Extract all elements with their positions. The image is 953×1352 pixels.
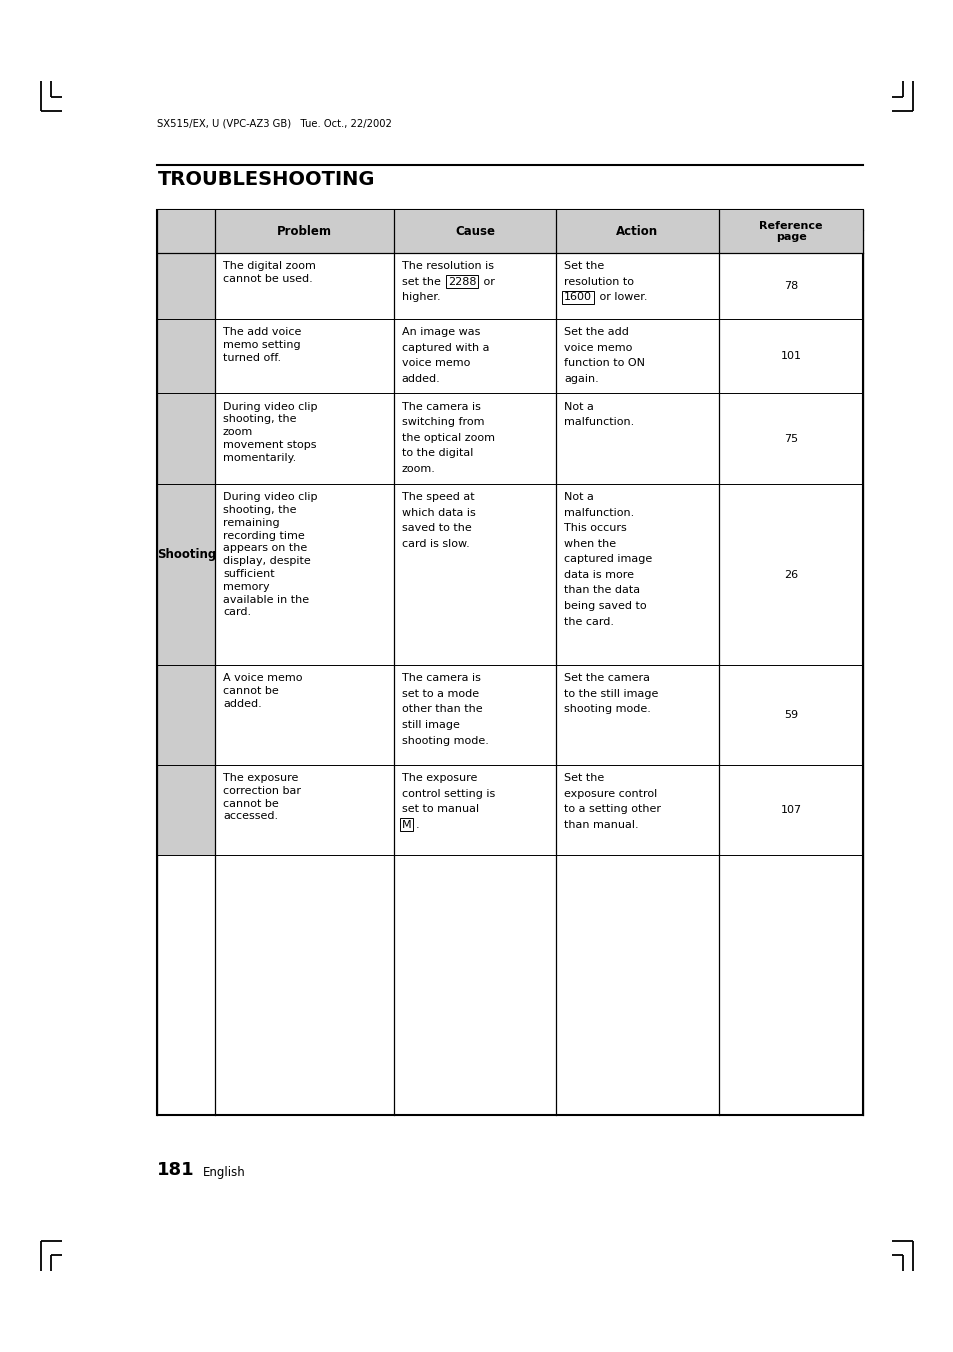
Text: when the: when the bbox=[563, 539, 616, 549]
Text: 26: 26 bbox=[783, 569, 798, 580]
Text: TROUBLESHOOTING: TROUBLESHOOTING bbox=[157, 170, 375, 189]
Text: Reference
page: Reference page bbox=[759, 220, 821, 242]
Text: again.: again. bbox=[563, 375, 598, 384]
Text: Set the add: Set the add bbox=[563, 327, 628, 337]
Text: The speed at: The speed at bbox=[401, 492, 474, 502]
Bar bbox=[157, 210, 862, 253]
Text: An image was: An image was bbox=[401, 327, 479, 337]
Text: Problem: Problem bbox=[276, 224, 332, 238]
Text: 78: 78 bbox=[783, 281, 798, 291]
Text: The camera is: The camera is bbox=[401, 673, 480, 683]
Text: still image: still image bbox=[401, 721, 459, 730]
Text: The exposure
correction bar
cannot be
accessed.: The exposure correction bar cannot be ac… bbox=[223, 773, 300, 822]
Text: or lower.: or lower. bbox=[595, 292, 646, 303]
Text: set to a mode: set to a mode bbox=[401, 690, 478, 699]
Text: English: English bbox=[203, 1165, 246, 1179]
Text: than manual.: than manual. bbox=[563, 819, 638, 830]
Text: card is slow.: card is slow. bbox=[401, 539, 469, 549]
Text: This occurs: This occurs bbox=[563, 523, 626, 533]
Text: Not a: Not a bbox=[563, 402, 593, 411]
Text: to the digital: to the digital bbox=[401, 449, 473, 458]
Text: Action: Action bbox=[616, 224, 658, 238]
Text: Cause: Cause bbox=[455, 224, 495, 238]
Text: added.: added. bbox=[401, 375, 440, 384]
Text: The add voice
memo setting
turned off.: The add voice memo setting turned off. bbox=[223, 327, 301, 362]
Text: or: or bbox=[479, 277, 494, 287]
Text: 181: 181 bbox=[157, 1161, 194, 1179]
Text: exposure control: exposure control bbox=[563, 788, 657, 799]
Text: 59: 59 bbox=[783, 710, 798, 721]
Text: Set the: Set the bbox=[563, 261, 603, 272]
Text: to a setting other: to a setting other bbox=[563, 804, 660, 814]
Text: The resolution is: The resolution is bbox=[401, 261, 493, 272]
Text: The digital zoom
cannot be used.: The digital zoom cannot be used. bbox=[223, 261, 315, 284]
Text: malfunction.: malfunction. bbox=[563, 418, 634, 427]
Text: 2288: 2288 bbox=[447, 277, 476, 287]
Text: resolution to: resolution to bbox=[563, 277, 633, 287]
Text: captured with a: captured with a bbox=[401, 343, 489, 353]
Text: zoom.: zoom. bbox=[401, 464, 435, 473]
Text: control setting is: control setting is bbox=[401, 788, 495, 799]
Text: Set the camera: Set the camera bbox=[563, 673, 649, 683]
Text: data is more: data is more bbox=[563, 571, 633, 580]
Text: Not a: Not a bbox=[563, 492, 593, 502]
Text: saved to the: saved to the bbox=[401, 523, 471, 533]
Text: Shooting: Shooting bbox=[156, 548, 215, 561]
Text: shooting mode.: shooting mode. bbox=[563, 704, 650, 714]
Text: other than the: other than the bbox=[401, 704, 481, 714]
Text: the optical zoom: the optical zoom bbox=[401, 433, 494, 442]
Text: 1600: 1600 bbox=[563, 292, 591, 303]
Text: The exposure: The exposure bbox=[401, 773, 476, 783]
Text: Set the: Set the bbox=[563, 773, 603, 783]
Text: During video clip
shooting, the
remaining
recording time
appears on the
display,: During video clip shooting, the remainin… bbox=[223, 492, 317, 618]
Text: voice memo: voice memo bbox=[401, 358, 470, 368]
Text: set the: set the bbox=[401, 277, 443, 287]
Text: 101: 101 bbox=[780, 352, 801, 361]
Text: the card.: the card. bbox=[563, 617, 614, 626]
Text: being saved to: being saved to bbox=[563, 602, 646, 611]
Text: SX515/EX, U (VPC-AZ3 GB)   Tue. Oct., 22/2002: SX515/EX, U (VPC-AZ3 GB) Tue. Oct., 22/2… bbox=[157, 119, 392, 128]
Bar bbox=[157, 253, 215, 856]
Text: higher.: higher. bbox=[401, 292, 439, 303]
Text: than the data: than the data bbox=[563, 585, 639, 595]
Text: 107: 107 bbox=[780, 806, 801, 815]
Text: A voice memo
cannot be
added.: A voice memo cannot be added. bbox=[223, 673, 302, 708]
Text: 75: 75 bbox=[783, 434, 798, 443]
Text: switching from: switching from bbox=[401, 418, 483, 427]
Text: which data is: which data is bbox=[401, 508, 475, 518]
Text: During video clip
shooting, the
zoom
movement stops
momentarily.: During video clip shooting, the zoom mov… bbox=[223, 402, 317, 462]
Text: voice memo: voice memo bbox=[563, 343, 632, 353]
Text: set to manual: set to manual bbox=[401, 804, 478, 814]
Text: captured image: captured image bbox=[563, 554, 652, 564]
Text: The camera is: The camera is bbox=[401, 402, 480, 411]
Bar bbox=[157, 210, 862, 1115]
Text: to the still image: to the still image bbox=[563, 690, 658, 699]
Text: shooting mode.: shooting mode. bbox=[401, 735, 488, 745]
Text: .: . bbox=[416, 819, 419, 830]
Text: function to ON: function to ON bbox=[563, 358, 644, 368]
Text: M: M bbox=[401, 819, 411, 830]
Text: malfunction.: malfunction. bbox=[563, 508, 634, 518]
